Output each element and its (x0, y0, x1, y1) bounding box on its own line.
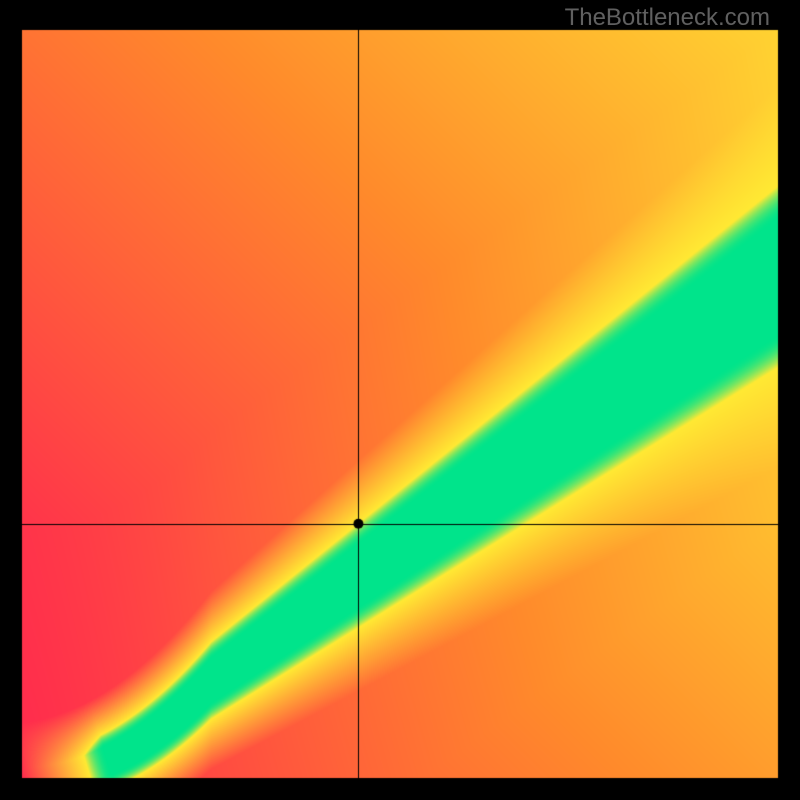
watermark-text: TheBottleneck.com (565, 4, 770, 32)
chart-container: TheBottleneck.com (0, 0, 800, 800)
heatmap-canvas (0, 0, 800, 800)
